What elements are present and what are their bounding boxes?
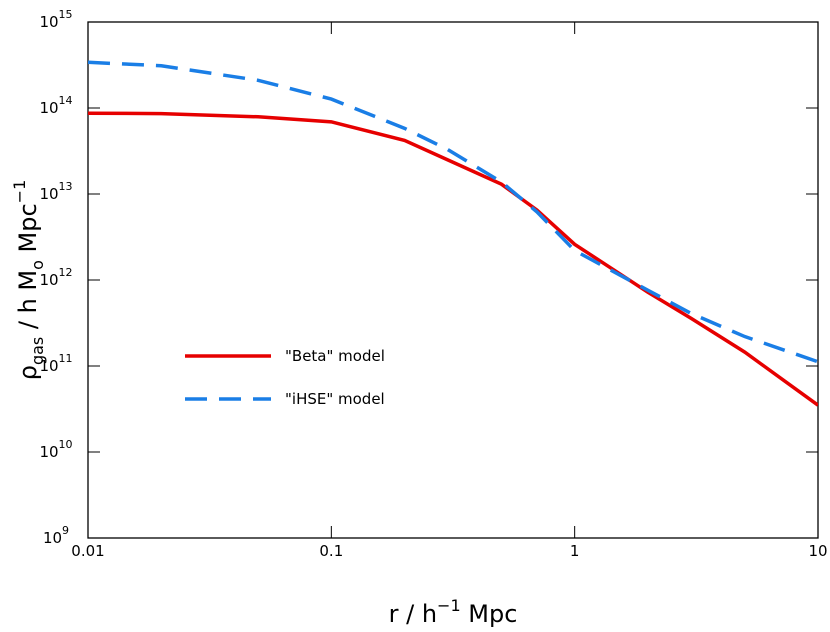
y-tick-exponent: 11 [59,352,73,365]
x-tick-label: 0.1 [319,542,343,560]
plot-frame [87,21,819,539]
x-tick-label: 0.01 [71,542,104,560]
y-tick-label: 1013 [39,180,72,203]
y-tick-exponent: 10 [59,438,73,451]
y-tick-label: 1015 [39,8,72,31]
axis-label-part: −1 [10,180,29,204]
y-tick-label: 109 [43,524,69,547]
y-tick-exponent: 14 [59,94,73,107]
y-tick-base: 10 [39,99,58,117]
legend-label: "iHSE" model [285,390,385,408]
y-tick-base: 10 [43,529,62,547]
y-tick-exponent: 15 [59,8,73,21]
axis-label-part: gas [28,337,47,365]
y-tick-label: 1011 [39,352,72,375]
y-tick-exponent: 13 [59,180,73,193]
y-tick-base: 10 [39,443,58,461]
series-line [88,111,818,407]
axis-label-part: / h M [14,270,42,337]
axis-label-part: r / h [389,600,437,628]
y-tick-exponent: 12 [59,266,73,279]
x-tick-label: 10 [808,542,827,560]
y-tick-exponent: 9 [62,524,69,537]
x-axis-label: r / h−1 Mpc [389,596,518,628]
axis-label-part: ρ [14,365,42,380]
axis-label-part: o [28,260,47,270]
y-tick-base: 10 [39,357,58,375]
y-tick-base: 10 [39,271,58,289]
x-tick-label: 1 [570,542,580,560]
series-line [88,60,818,364]
y-tick-base: 10 [39,13,58,31]
y-tick-label: 1012 [39,266,72,289]
y-tick-label: 1010 [39,438,72,461]
y-axis-label: ρgas / h Mo Mpc−1 [10,180,47,381]
legend-label: "Beta" model [285,347,385,365]
y-tick-label: 1014 [39,94,72,117]
axis-label-part: Mpc [461,600,518,628]
axis-label-part: −1 [437,596,461,615]
y-tick-base: 10 [39,185,58,203]
axis-label-part: Mpc [14,203,42,260]
